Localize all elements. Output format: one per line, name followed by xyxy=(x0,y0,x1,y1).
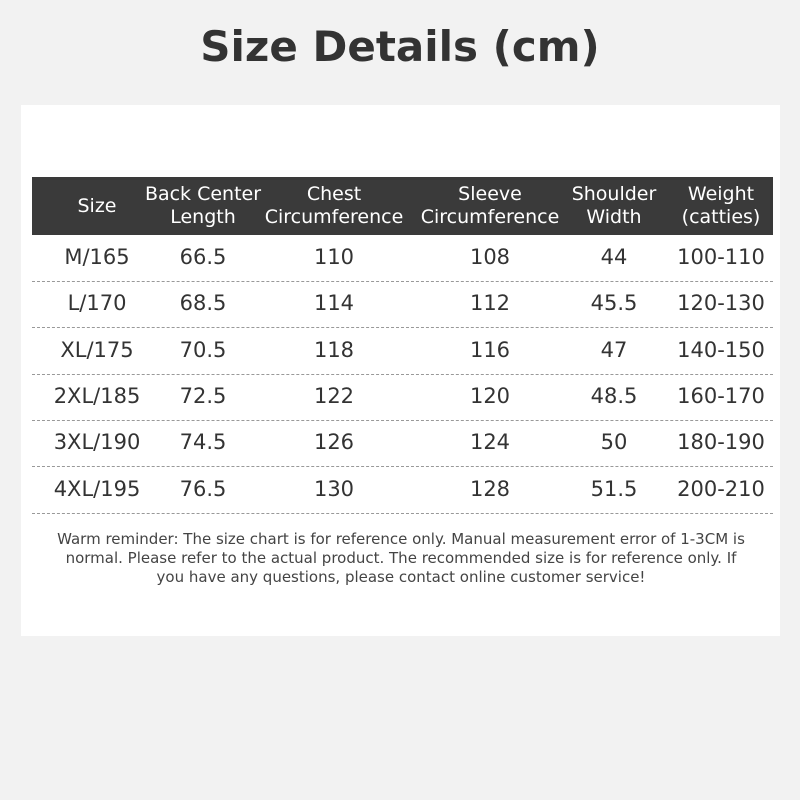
table-cell: 122 xyxy=(313,383,355,408)
table-cell: 114 xyxy=(313,291,355,316)
table-cell: 74.5 xyxy=(179,430,227,455)
table-cell: 44 xyxy=(600,245,628,269)
column-header: Size xyxy=(77,195,116,218)
table-cell: 2XL/185 xyxy=(53,383,141,408)
column-header-line: Shoulder xyxy=(571,183,657,205)
column-header: Sleeve Circumference xyxy=(421,183,560,229)
table-cell: 120-130 xyxy=(677,291,765,316)
table-cell: XL/175 xyxy=(60,337,134,362)
table-cell: 47 xyxy=(600,337,628,362)
size-chart-card: Size Back Center Length Chest Circumference S… xyxy=(21,105,780,636)
table-cell: 4XL/195 xyxy=(53,476,141,501)
table-row: 4XL/195 76.5 130 128 51.5 200-210 xyxy=(32,467,773,514)
table-cell: 130 xyxy=(313,476,355,501)
column-header-line: Size xyxy=(77,195,117,217)
table-cell: 112 xyxy=(469,291,511,316)
table-cell: 120 xyxy=(469,383,511,408)
table-header: Size Back Center Length Chest Circumference S… xyxy=(32,177,773,235)
column-header-line: Weight xyxy=(687,183,755,205)
table-cell: 50 xyxy=(600,430,628,455)
table-cell: 116 xyxy=(469,337,511,362)
table-cell: 51.5 xyxy=(590,476,638,501)
table-cell: 110 xyxy=(313,245,355,269)
table-cell: 48.5 xyxy=(590,383,638,408)
table-cell: 118 xyxy=(313,337,355,362)
table-cell: 45.5 xyxy=(590,291,638,316)
page-title: Size Details (cm) xyxy=(200,22,600,71)
table-cell: 124 xyxy=(469,430,511,455)
table-cell: M/165 xyxy=(64,245,130,269)
table-cell: 200-210 xyxy=(677,476,765,501)
table-cell: 3XL/190 xyxy=(53,430,141,455)
table-cell: 68.5 xyxy=(179,291,227,316)
table-cell: 66.5 xyxy=(179,245,227,269)
column-header-line: Back Center xyxy=(144,183,262,205)
column-header-line: Length xyxy=(170,206,236,228)
table-row: 2XL/185 72.5 122 120 48.5 160-170 xyxy=(32,374,773,421)
column-header-line: Width xyxy=(586,206,642,228)
table-cell: 70.5 xyxy=(179,337,227,362)
table-cell: 72.5 xyxy=(179,383,227,408)
table-cell: 160-170 xyxy=(677,383,765,408)
table-cell: 128 xyxy=(469,476,511,501)
column-header: Weight (catties) xyxy=(682,183,761,229)
table-row: XL/175 70.5 118 116 47 140-150 xyxy=(32,328,773,375)
table-cell: 126 xyxy=(313,430,355,455)
table-cell: 180-190 xyxy=(677,430,765,455)
column-header-line: Chest xyxy=(306,183,362,205)
column-header-line: Sleeve xyxy=(458,183,522,205)
column-header: Chest Circumference xyxy=(265,183,404,229)
column-header: Shoulder Width xyxy=(572,183,657,229)
table-row: 3XL/190 74.5 126 124 50 180-190 xyxy=(32,420,773,468)
column-header-line: Circumference xyxy=(264,206,404,228)
table-cell: L/170 xyxy=(67,291,127,316)
table-cell: 140-150 xyxy=(677,337,765,362)
column-header: Back Center Length xyxy=(145,183,261,229)
table-cell: 108 xyxy=(469,245,511,269)
table-row: M/165 66.5 110 108 44 100-110 xyxy=(32,235,773,282)
table-row: L/170 68.5 114 112 45.5 120-130 xyxy=(32,281,773,329)
table-cell: 100-110 xyxy=(677,245,765,269)
table-cell: 76.5 xyxy=(179,476,227,501)
column-header-line: Circumference xyxy=(420,206,560,228)
column-header-line: (catties) xyxy=(681,206,761,228)
warm-reminder: Warm reminder: The size chart is for ref… xyxy=(57,530,745,586)
